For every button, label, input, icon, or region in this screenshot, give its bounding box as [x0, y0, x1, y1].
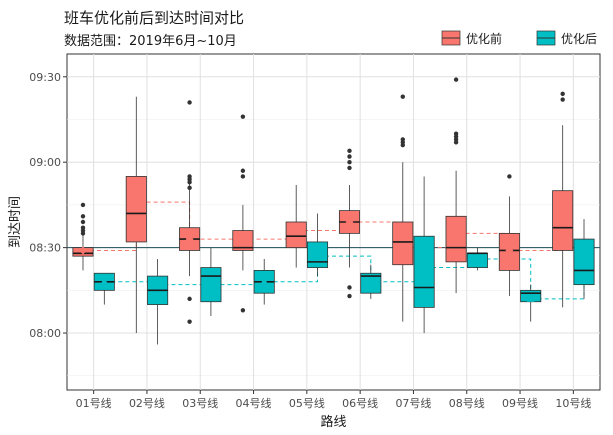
mean-marker	[420, 263, 429, 271]
outlier-point	[560, 91, 565, 97]
chart-title: 班车优化前后到达时间对比	[64, 9, 244, 27]
mean-marker	[345, 218, 354, 226]
box-after-10	[573, 219, 595, 299]
x-tick-label: 02号线	[129, 396, 165, 410]
x-axis-title: 路线	[320, 414, 346, 430]
outlier-point	[347, 293, 352, 299]
outlier-point	[347, 285, 352, 290]
outlier-point	[187, 179, 192, 185]
y-tick-label: 09:30	[29, 71, 61, 84]
outlier-point	[347, 160, 352, 165]
chart-subtitle: 数据范围：2019年6月~10月	[64, 34, 237, 49]
x-tick-label: 04号线	[236, 396, 272, 410]
y-axis-title: 到达时间	[8, 196, 23, 248]
box-after-6	[360, 264, 382, 299]
box-after-4	[253, 259, 275, 305]
box-iqr	[125, 176, 147, 243]
mean-marker	[153, 280, 162, 288]
outlier-point	[400, 142, 405, 148]
outlier-point	[80, 202, 86, 208]
outlier-point	[347, 165, 352, 171]
outlier-point	[240, 114, 246, 119]
box-after-1	[93, 272, 115, 305]
x-tick-label: 08号线	[449, 396, 485, 410]
outlier-point	[187, 100, 192, 105]
y-tick-label: 08:30	[29, 242, 61, 255]
box-iqr	[285, 221, 307, 249]
y-axis: 08:00 08:30 09:00 09:30	[29, 71, 67, 340]
box-before-1	[72, 202, 94, 271]
mean-marker	[292, 226, 301, 235]
outlier-point	[347, 148, 352, 154]
box-iqr	[392, 221, 414, 266]
outlier-point	[80, 214, 86, 219]
outlier-point	[560, 97, 565, 102]
outlier-point	[240, 308, 246, 313]
mean-marker	[78, 246, 87, 255]
legend-label-before: 优化前	[466, 31, 502, 46]
box-iqr	[445, 215, 467, 263]
box-before-2	[125, 96, 147, 334]
outlier-point	[507, 174, 512, 179]
box-before-6	[338, 148, 361, 299]
box-before-4	[232, 114, 254, 313]
chart-marks	[72, 77, 595, 345]
mean-marker	[206, 280, 215, 288]
box-before-10	[552, 91, 574, 308]
box-after-7	[413, 176, 435, 334]
x-tick-label: 10号线	[555, 396, 591, 410]
box-before-9	[498, 174, 520, 297]
y-tick-label: 09:00	[29, 156, 61, 169]
mean-marker	[238, 235, 247, 244]
x-tick-label: 05号线	[289, 396, 325, 410]
outlier-point	[80, 231, 86, 236]
outlier-point	[453, 140, 459, 145]
x-tick-label: 06号线	[342, 396, 378, 410]
mean-marker	[100, 277, 109, 285]
box-before-5	[285, 184, 307, 268]
x-axis: 01号线 02号线 03号线 04号线 05号线 06号线 07号线 08号线 09号线 10号线	[76, 390, 591, 410]
outlier-point	[80, 219, 86, 225]
mean-marker	[398, 243, 407, 252]
box-before-7	[392, 94, 414, 322]
mean-marker	[505, 246, 514, 255]
mean-marker	[366, 277, 375, 285]
legend-label-after: 优化后	[561, 32, 597, 46]
box-after-2	[147, 259, 169, 345]
outlier-point	[240, 174, 246, 179]
outlier-point	[400, 94, 405, 99]
outlier-point	[453, 77, 459, 82]
box-after-5	[306, 213, 329, 277]
x-tick-label: 09号线	[502, 396, 538, 410]
mean-marker	[313, 251, 322, 260]
box-after-9	[520, 284, 542, 322]
box-before-3	[179, 100, 201, 324]
plot-panel	[66, 53, 601, 391]
box-iqr	[413, 235, 435, 308]
box-before-8	[445, 77, 467, 294]
outlier-point	[347, 154, 352, 159]
mean-marker	[260, 277, 269, 285]
x-tick-label: 03号线	[182, 396, 218, 410]
mean-marker	[526, 294, 535, 302]
outlier-point	[240, 168, 246, 173]
box-after-3	[200, 247, 222, 316]
mean-marker	[558, 215, 567, 224]
outlier-point	[187, 319, 192, 324]
mean-marker	[132, 198, 141, 207]
y-tick-label: 08:00	[29, 327, 61, 340]
outlier-point	[187, 296, 192, 302]
outlier-point	[187, 185, 192, 191]
box-after-8	[466, 247, 488, 271]
x-tick-label: 01号线	[76, 396, 112, 410]
mean-marker	[452, 229, 461, 238]
x-tick-label: 07号线	[395, 396, 431, 410]
legend: 优化前 优化后	[441, 30, 597, 46]
mean-marker	[580, 257, 589, 265]
mean-marker	[473, 254, 482, 263]
mean-marker	[185, 235, 194, 244]
